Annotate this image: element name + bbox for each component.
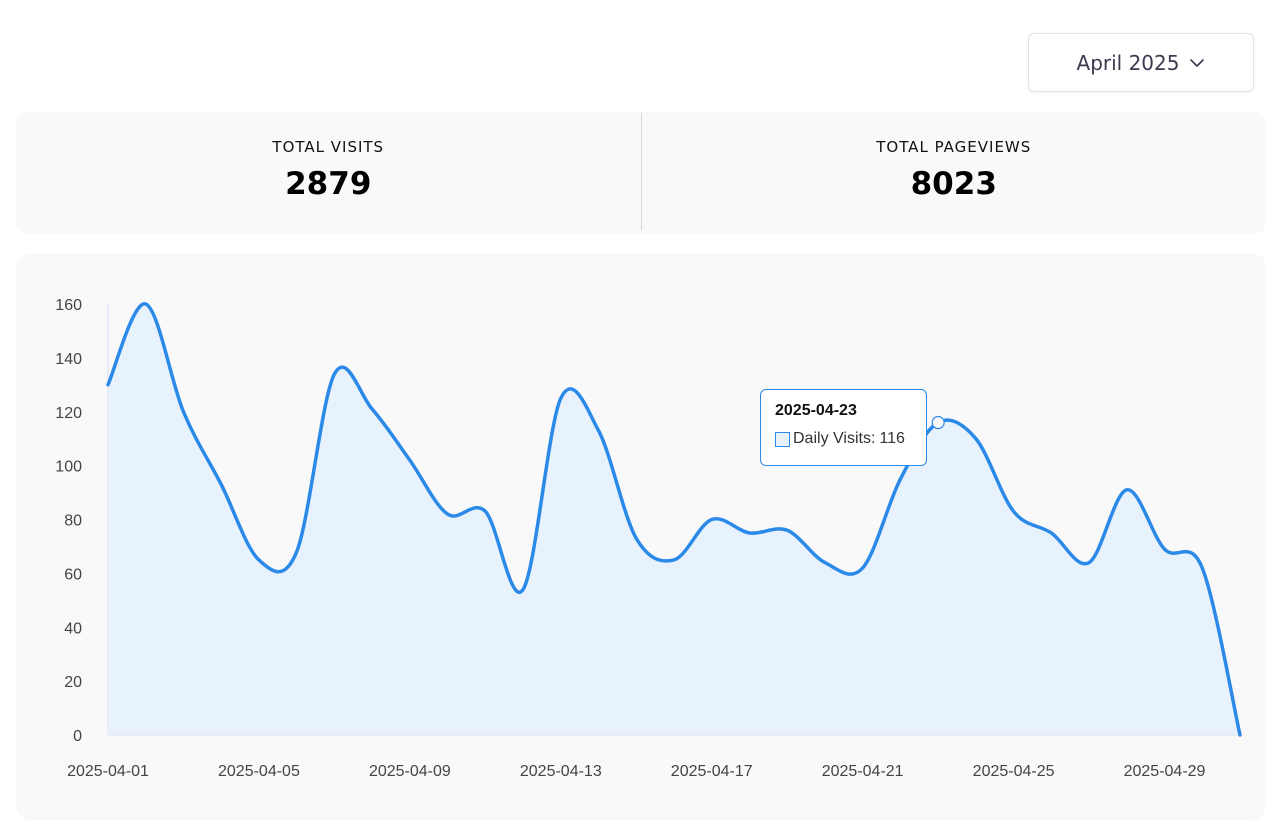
stats-card: TOTAL VISITS 2879 TOTAL PAGEVIEWS 8023 bbox=[16, 112, 1266, 234]
x-tick-label: 2025-04-29 bbox=[1124, 763, 1206, 780]
y-tick-label: 80 bbox=[64, 513, 82, 530]
month-selector-label: April 2025 bbox=[1076, 50, 1180, 75]
y-tick-label: 40 bbox=[64, 620, 82, 637]
daily-visits-area bbox=[108, 303, 1240, 735]
y-tick-label: 160 bbox=[55, 297, 82, 314]
x-tick-label: 2025-04-25 bbox=[973, 763, 1055, 780]
total-visits-value: 2879 bbox=[285, 166, 372, 202]
daily-visits-line bbox=[106, 302, 1242, 737]
x-tick-label: 2025-04-17 bbox=[671, 763, 753, 780]
tooltip-separator: : bbox=[870, 430, 876, 447]
x-axis-ticks: 2025-04-01 2025-04-05 2025-04-09 2025-04-13… bbox=[67, 763, 1205, 780]
chart-tooltip: 2025-04-23 Daily Visits: 116 bbox=[760, 389, 927, 466]
total-visits-label: TOTAL VISITS bbox=[272, 138, 385, 156]
stat-divider bbox=[640, 113, 642, 230]
stat-total-visits: TOTAL VISITS 2879 bbox=[16, 112, 641, 234]
series-swatch bbox=[775, 431, 790, 447]
x-tick-label: 2025-04-21 bbox=[822, 763, 904, 780]
y-tick-label: 140 bbox=[55, 351, 82, 368]
tooltip-date: 2025-04-23 bbox=[775, 402, 857, 419]
chevron-down-icon bbox=[1190, 58, 1205, 67]
y-axis-ticks: 0 20 40 60 80 100 120 140 160 bbox=[55, 297, 82, 745]
hover-point bbox=[931, 415, 945, 430]
tooltip-row: Daily Visits: 116 bbox=[775, 430, 926, 448]
x-tick-label: 2025-04-01 bbox=[67, 763, 149, 780]
tooltip-value: 116 bbox=[879, 430, 905, 447]
tooltip-series-name: Daily Visits bbox=[793, 430, 871, 447]
y-tick-label: 100 bbox=[55, 459, 82, 476]
y-tick-label: 120 bbox=[55, 405, 82, 422]
y-tick-label: 0 bbox=[73, 728, 82, 745]
stat-total-pageviews: TOTAL PAGEVIEWS 8023 bbox=[642, 112, 1267, 234]
y-tick-label: 20 bbox=[64, 674, 82, 691]
x-tick-label: 2025-04-13 bbox=[520, 763, 602, 780]
x-tick-label: 2025-04-05 bbox=[218, 763, 300, 780]
month-selector[interactable]: April 2025 bbox=[1028, 33, 1254, 92]
x-tick-label: 2025-04-09 bbox=[369, 763, 451, 780]
total-pageviews-label: TOTAL PAGEVIEWS bbox=[876, 138, 1032, 156]
total-pageviews-value: 8023 bbox=[910, 166, 997, 202]
y-tick-label: 60 bbox=[64, 566, 82, 583]
